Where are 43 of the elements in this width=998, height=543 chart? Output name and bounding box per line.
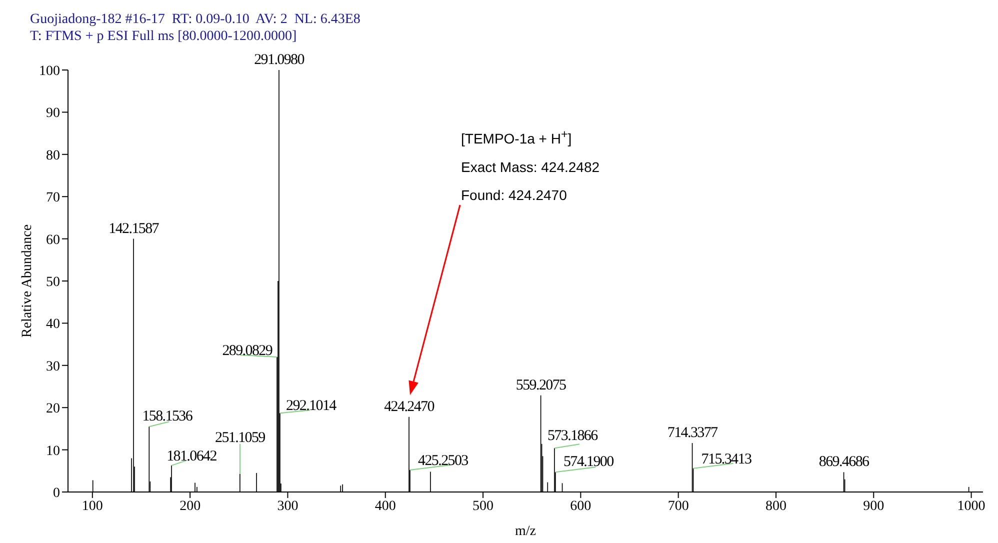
annotation: Exact Mass: 424.2482 bbox=[461, 158, 600, 177]
annotation: 559.2075 bbox=[516, 377, 566, 394]
annotation: 292.1014 bbox=[286, 398, 338, 414]
y-tick-label: 20 bbox=[46, 402, 60, 417]
y-tick-label: 90 bbox=[46, 106, 60, 122]
annotation: 714.3377 bbox=[667, 425, 719, 442]
x-tick-label: 500 bbox=[472, 498, 494, 514]
y-tick-label: 0 bbox=[53, 486, 60, 501]
y-tick-label: 30 bbox=[46, 359, 60, 374]
annotation: 289.0829 bbox=[222, 342, 272, 359]
x-tick-label: 600 bbox=[570, 498, 592, 514]
y-tick-label: 10 bbox=[46, 444, 60, 459]
chart-title: Guojiadong-182 #16-17 RT: 0.09-0.10 AV: 2 NL: 6.43E8 bbox=[30, 11, 360, 28]
annotation: 424.2470 bbox=[384, 398, 434, 415]
y-tick-label: 70 bbox=[46, 190, 60, 206]
annotation: [TEMPO-1a + H$^{+}$] bbox=[461, 127, 573, 149]
x-axis-title: m/z bbox=[515, 524, 536, 539]
y-tick-label: 100 bbox=[39, 64, 60, 79]
x-tick-label: 400 bbox=[374, 498, 396, 514]
x-tick-label: 700 bbox=[668, 498, 689, 514]
annotation: 573.1866 bbox=[547, 428, 599, 444]
annotation: 158.1536 bbox=[142, 408, 194, 425]
y-tick-label: 50 bbox=[46, 274, 60, 290]
annotation: 291.0980 bbox=[254, 52, 304, 68]
x-tick-label: 100 bbox=[82, 498, 103, 514]
chart-subtitle: T: FTMS + p ESI Full ms [80.0000-1200.0000] bbox=[30, 28, 298, 45]
y-tick-label: 80 bbox=[46, 148, 60, 164]
annotation: 425.2503 bbox=[418, 453, 468, 470]
annotation: 574.1900 bbox=[563, 454, 614, 470]
x-tick-label: 900 bbox=[863, 498, 884, 514]
annotation: 715.3413 bbox=[701, 451, 752, 468]
annotation: Found: 424.2470 bbox=[461, 186, 568, 205]
y-axis-title: Relative Abundance bbox=[20, 224, 35, 338]
x-tick-label: 300 bbox=[277, 498, 298, 514]
y-tick-label: 40 bbox=[46, 317, 60, 332]
annotation: 181.0642 bbox=[166, 448, 217, 464]
x-tick-label: 1000 bbox=[957, 498, 986, 514]
annotation: 869.4686 bbox=[818, 454, 870, 470]
x-tick-label: 200 bbox=[180, 498, 201, 514]
x-tick-label: 800 bbox=[765, 498, 786, 514]
annotation: 251.1059 bbox=[215, 430, 266, 446]
y-tick-label: 60 bbox=[46, 232, 60, 248]
annotation: 142.1587 bbox=[108, 220, 160, 237]
